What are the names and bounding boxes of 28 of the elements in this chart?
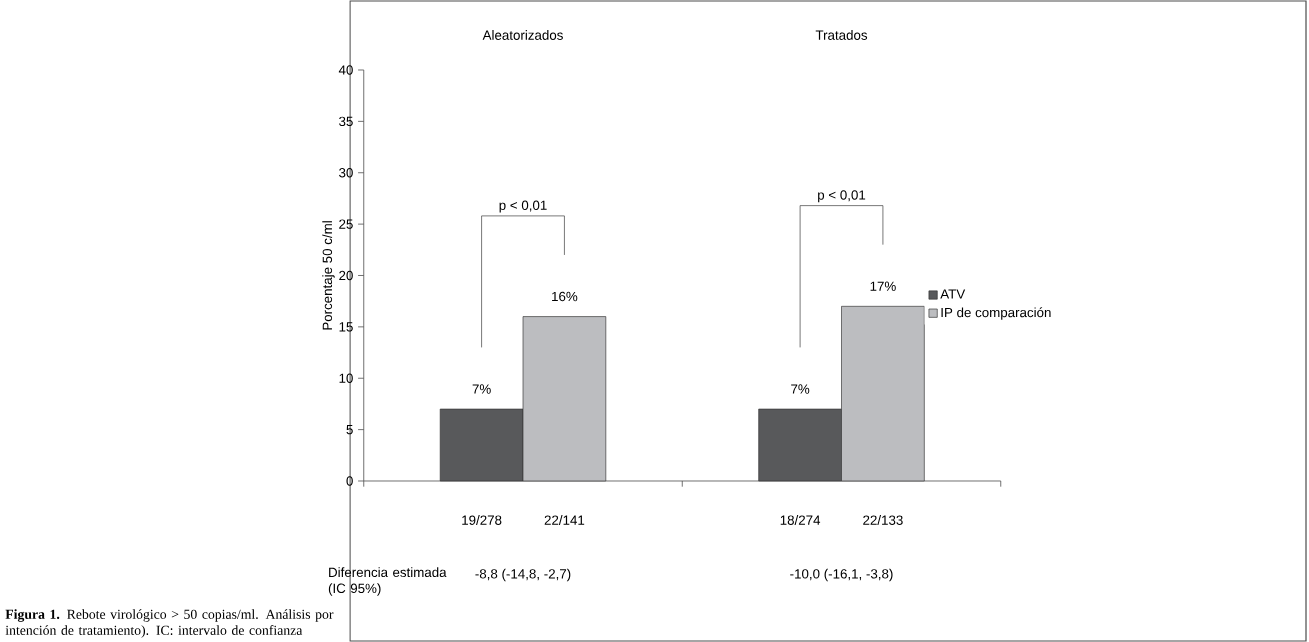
annotation: p < 0,01 <box>499 200 547 213</box>
y-tick-label: 5 <box>346 424 353 435</box>
text: Diferencia estimada (IC 95%) <box>328 567 447 596</box>
y-tick-label: 20 <box>339 270 353 281</box>
text: 18/274 <box>780 515 821 525</box>
annotation: p < 0,01 <box>818 190 866 203</box>
legend-label: IP de comparación <box>941 307 1051 320</box>
text: 22/133 <box>863 515 903 525</box>
data-label: 7% <box>472 384 491 394</box>
x-tick-label: Aleatorizados <box>482 30 563 40</box>
text: 19/278 <box>462 515 502 525</box>
legend-label: ATV <box>940 289 966 299</box>
y-axis-title: Porcentaje 50 c/ml <box>322 221 335 330</box>
y-tick-label: 15 <box>339 322 353 332</box>
y-tick-label: 10 <box>339 373 353 383</box>
text: -10,0 (-16,1, -3,8) <box>790 568 893 582</box>
x-tick-label: Tratados <box>815 30 868 40</box>
data-label: 7% <box>791 384 810 394</box>
y-tick-label: 25 <box>339 219 353 229</box>
text: -8,8 (-14,8, -2,7) <box>475 568 571 582</box>
y-tick-label: 40 <box>338 65 353 75</box>
y-tick-label: 0 <box>346 476 353 486</box>
data-label: 17% <box>870 281 896 291</box>
y-tick-label: 30 <box>339 168 353 178</box>
text: Figura 1. Rebote virológico > 50 copias/ml. Análisis por intención de tratamiento). IC: intervalo de confianza <box>5 609 334 638</box>
y-tick-label: 35 <box>339 116 353 127</box>
text: 22/141 <box>544 515 585 525</box>
data-label: 16% <box>552 291 578 302</box>
